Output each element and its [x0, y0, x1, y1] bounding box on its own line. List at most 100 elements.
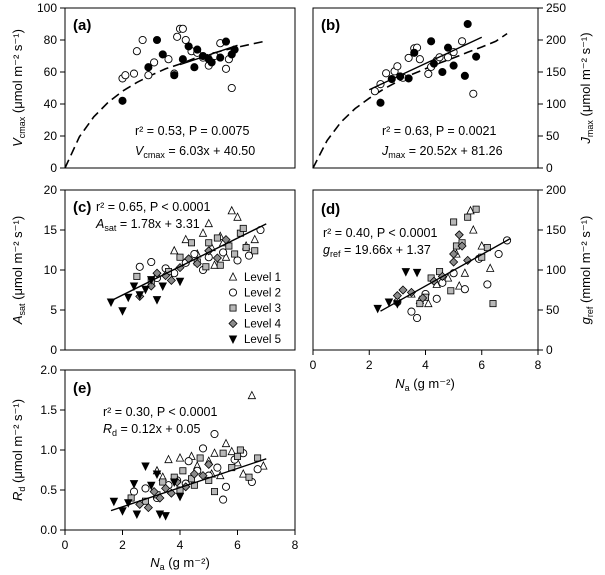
data-point-a: [184, 42, 193, 51]
panel-b-label: (b): [321, 17, 340, 34]
panel-e-r2: r² = 0.30, P < 0.0001: [103, 405, 217, 419]
data-point-c: [210, 260, 219, 269]
data-point-c: [129, 282, 139, 291]
data-point-e: [253, 465, 262, 474]
data-point-d: [373, 304, 382, 314]
data-point-a: [193, 45, 202, 54]
data-point-a: [129, 69, 139, 78]
ylabel-b: Jmax (μmol m⁻² s⁻¹): [578, 32, 595, 144]
data-point-e: [143, 503, 153, 513]
data-point-e: [161, 512, 170, 521]
data-point-e: [213, 463, 222, 472]
data-point-e: [196, 454, 204, 462]
data-point-e: [210, 429, 219, 439]
ytick-label-a: 100: [37, 1, 57, 15]
data-point-a: [158, 50, 167, 59]
data-point-c: [250, 234, 259, 244]
data-point-d: [494, 249, 503, 259]
plot-area-a: 0 20 40 60 80 100: [37, 1, 264, 175]
panel-b-r2: r² = 0.63, P = 0.0021: [382, 124, 496, 138]
xtick-label-d: 0: [310, 358, 317, 372]
legend-label: Level 2: [244, 288, 281, 300]
ytick-label-d: 200: [546, 183, 566, 197]
data-point-e: [175, 453, 185, 462]
data-point-e: [155, 510, 165, 519]
data-point-b: [438, 67, 447, 77]
data-point-b: [460, 71, 469, 80]
legend-label: Level 3: [244, 303, 281, 315]
data-point-a: [221, 64, 231, 73]
panel-e-frame: [64, 369, 296, 531]
data-point-a: [178, 55, 187, 64]
data-point-e: [221, 482, 231, 491]
data-point-b: [469, 89, 478, 98]
data-point-e: [155, 493, 165, 503]
ylabel-a: Vcmax (μmol m⁻² s⁻¹): [10, 29, 27, 147]
data-point-e: [221, 438, 231, 448]
data-point-a: [207, 58, 216, 67]
data-point-b: [376, 98, 385, 107]
data-point-b: [443, 43, 453, 52]
data-point-e: [247, 390, 257, 400]
data-point-c: [239, 224, 247, 232]
data-point-e: [118, 507, 127, 516]
data-point-e: [179, 467, 187, 475]
ytick-label-a: 20: [44, 129, 58, 143]
data-point-c: [221, 252, 231, 261]
data-point-e: [159, 478, 167, 486]
panel-c-equation: Asat = 1.78x + 3.31: [95, 217, 200, 233]
data-point-d: [384, 298, 394, 307]
xtick-label-e: 8: [292, 538, 299, 552]
data-point-e: [124, 499, 133, 508]
data-point-c: [176, 253, 184, 261]
legend-marker: [228, 288, 238, 297]
data-point-c: [204, 218, 213, 228]
ytick-label-b: 50: [546, 129, 560, 143]
data-point-b: [472, 52, 481, 61]
data-point-c: [147, 257, 156, 267]
ytick-label-a: 40: [44, 97, 58, 111]
legend-marker: [229, 304, 237, 312]
panel-b: (b) r² = 0.63, P = 0.0021 Jmax = 20.52x …: [312, 1, 566, 175]
data-point-a: [173, 32, 182, 41]
panel-e: (e) r² = 0.30, P < 0.0001 Rd = 0.12x + 0…: [40, 363, 298, 552]
ytick-label-d: 150: [546, 223, 566, 237]
regression-line-e: [110, 458, 267, 512]
data-point-c: [133, 272, 141, 280]
panel-a-r2: r² = 0.53, P = 0.0075: [135, 124, 249, 138]
ytick-label-c: 20: [44, 183, 58, 197]
data-point-e: [170, 478, 179, 487]
data-point-e: [254, 454, 262, 462]
data-point-e: [141, 497, 149, 505]
data-point-e: [175, 492, 185, 502]
data-point-b: [427, 37, 436, 46]
ytick-label-e: 0.0: [40, 523, 57, 537]
data-point-c: [198, 228, 208, 237]
data-point-d: [454, 230, 464, 240]
data-point-c: [251, 247, 259, 255]
panel-b-frame: [312, 7, 539, 169]
data-point-d: [398, 285, 408, 295]
data-point-c: [192, 259, 202, 269]
xtick-label-e: 2: [119, 538, 126, 552]
panel-a: (a) r² = 0.53, P = 0.0075 Vcmax = 6.03x …: [37, 1, 296, 175]
xtick-label-d: 2: [366, 358, 373, 372]
data-point-d: [463, 255, 473, 265]
data-point-b: [393, 62, 402, 71]
data-point-c: [233, 256, 242, 265]
panel-d-frame: [312, 189, 539, 351]
data-point-b: [415, 55, 424, 64]
ytick-label-d: 50: [546, 303, 560, 317]
data-point-c: [158, 282, 167, 291]
data-point-d: [450, 218, 458, 226]
data-point-e: [204, 459, 214, 469]
ytick-label-a: 0: [50, 161, 57, 175]
xtick-label-d: 4: [422, 358, 429, 372]
panel-d: (d) r² = 0.40, P < 0.0001 gref = 19.66x …: [310, 183, 567, 372]
plot-area-b: 0 50 100 150 200 250: [312, 1, 566, 175]
ytick-label-d: 100: [546, 263, 566, 277]
data-point-a: [150, 58, 159, 67]
data-point-c: [166, 275, 176, 285]
data-point-d: [443, 273, 453, 282]
